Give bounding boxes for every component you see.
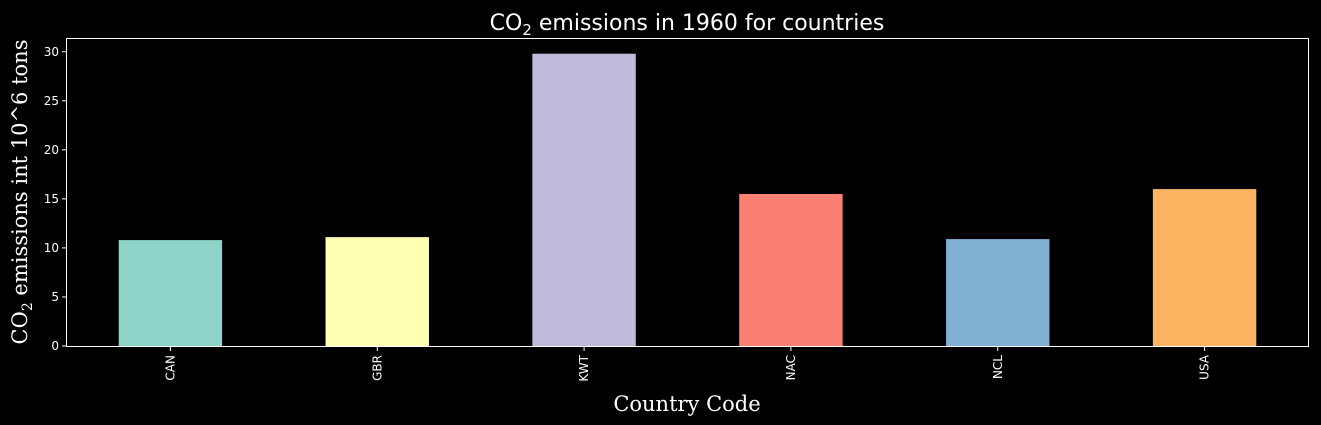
y-tick-label-15: 15 <box>44 192 59 206</box>
y-axis-label-co: CO <box>8 311 32 344</box>
x-tick-label-gbr: GBR <box>370 355 384 381</box>
y-tick-label-30: 30 <box>44 45 59 59</box>
y-tick-label-10: 10 <box>44 241 59 255</box>
plot-area: 0 5 10 15 20 25 30 CAN GBR KWT NAC NCL USA <box>44 38 1309 382</box>
x-tick-label-ncl: NCL <box>991 355 1005 379</box>
chart-title-rest: emissions in 1960 for countries <box>532 11 884 36</box>
bar-gbr <box>325 237 429 346</box>
y-axis-label-rest: emissions int 10^6 tons <box>8 40 32 303</box>
y-tick-label-0: 0 <box>51 339 59 353</box>
y-tick-label-25: 25 <box>44 94 59 108</box>
x-tick-label-usa: USA <box>1198 354 1212 380</box>
x-tick-label-can: CAN <box>163 355 177 381</box>
bar-usa <box>1152 189 1257 346</box>
x-axis: CAN GBR KWT NAC NCL USA <box>163 346 1212 382</box>
y-axis-label-subscript: 2 <box>20 302 36 311</box>
y-tick-label-20: 20 <box>44 143 59 157</box>
y-tick-label-5: 5 <box>51 290 59 304</box>
x-tick-label-kwt: KWT <box>577 354 591 381</box>
x-tick-label-nac: NAC <box>784 355 798 380</box>
bar-kwt <box>532 53 636 346</box>
plot-frame <box>66 38 1309 347</box>
x-axis-label: Country Code <box>613 392 760 416</box>
bars-group <box>118 53 1257 346</box>
y-axis: 0 5 10 15 20 25 30 <box>44 45 67 353</box>
chart-title-subscript: 2 <box>522 21 532 39</box>
bar-can <box>118 240 223 346</box>
y-axis-label: CO2 emissions int 10^6 tons <box>8 40 36 345</box>
bar-ncl <box>946 239 1050 346</box>
chart-title: CO2 emissions in 1960 for countries <box>490 11 885 39</box>
chart-title-co: CO <box>490 11 523 36</box>
bar-nac <box>739 193 843 346</box>
